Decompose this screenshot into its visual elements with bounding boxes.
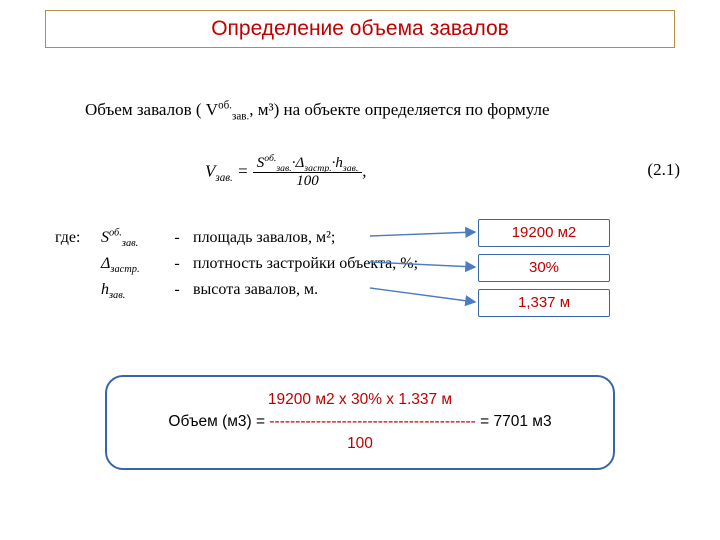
- legend-gde: где:: [55, 225, 97, 251]
- legend-row-2: Δзастр. - плотность застройки объекта, %…: [55, 251, 418, 277]
- page-title-box: Определение объема завалов: [45, 10, 675, 48]
- legend-text-2: плотность застройки объекта, %;: [193, 255, 418, 272]
- legend-row-3: hзав. - высота завалов, м.: [55, 277, 418, 303]
- frac-num-sub: зав.: [276, 163, 291, 174]
- legend-sym-1-sup: об.: [109, 228, 122, 239]
- formula-comma: ,: [362, 161, 366, 180]
- result-value: = 7701 м3: [476, 413, 552, 430]
- intro-prefix: Объем завалов ( V: [85, 100, 218, 119]
- equation-number: (2.1): [647, 160, 680, 180]
- result-box: 19200 м2 х 30% х 1.337 м Объем (м3) = --…: [105, 375, 615, 470]
- value-box-height: 1,337 м: [478, 289, 610, 317]
- legend-sym-3: hзав.: [101, 277, 161, 303]
- result-numerator: 19200 м2 х 30% х 1.337 м: [107, 389, 613, 411]
- frac-den: 100: [253, 173, 363, 190]
- legend-sym-1-base: S: [101, 229, 109, 246]
- legend-sym-2-sub: застр.: [110, 264, 139, 275]
- legend-sym-3-base: h: [101, 281, 109, 298]
- legend-text-1: площадь завалов, м²;: [193, 229, 335, 246]
- page-title: Определение объема завалов: [211, 17, 509, 40]
- intro-suffix: , м³) на объекте определяется по формуле: [249, 100, 549, 119]
- result-middle-line: Объем (м3) = ---------------------------…: [107, 411, 613, 433]
- intro-text: Объем завалов ( Vоб.зав., м³) на объекте…: [85, 100, 550, 120]
- frac-num-h-sub: зав.: [343, 163, 358, 174]
- legend-sym-2-base: Δ: [101, 255, 110, 272]
- value-height: 1,337 м: [518, 294, 570, 311]
- value-box-density: 30%: [478, 254, 610, 282]
- legend-sym-3-sub: зав.: [109, 290, 125, 301]
- legend: где: Sоб.зав. - площадь завалов, м²; Δза…: [55, 225, 418, 303]
- legend-row-1: где: Sоб.зав. - площадь завалов, м²;: [55, 225, 418, 251]
- frac-num-h: ·h: [332, 155, 343, 171]
- formula-eq: =: [233, 161, 253, 180]
- result-left-label: Объем (м3) =: [168, 413, 269, 430]
- formula-lhs: V: [205, 161, 215, 180]
- legend-sym-2: Δзастр.: [101, 251, 161, 277]
- frac-num-delta: ·Δ: [292, 155, 305, 171]
- intro-sub: зав.: [232, 110, 249, 122]
- legend-dash-1: -: [165, 225, 189, 251]
- legend-text-3: высота завалов, м.: [193, 281, 318, 298]
- formula-lhs-sub: зав.: [215, 172, 232, 184]
- formula: Vзав. = Sоб.зав.·Δзастр.·hзав.100,: [205, 155, 367, 190]
- frac-num-sup: об.: [264, 153, 276, 164]
- intro-sup: об.: [218, 99, 232, 111]
- result-dashline: ----------------------------------------: [269, 413, 475, 430]
- value-density: 30%: [529, 259, 559, 276]
- formula-fraction: Sоб.зав.·Δзастр.·hзав.100: [253, 155, 363, 190]
- legend-sym-1-sub: зав.: [122, 238, 138, 249]
- legend-dash-3: -: [165, 277, 189, 303]
- result-denominator: 100: [107, 433, 613, 455]
- legend-dash-2: -: [165, 251, 189, 277]
- value-area: 19200 м2: [512, 224, 577, 241]
- legend-sym-1: Sоб.зав.: [101, 225, 161, 251]
- value-box-area: 19200 м2: [478, 219, 610, 247]
